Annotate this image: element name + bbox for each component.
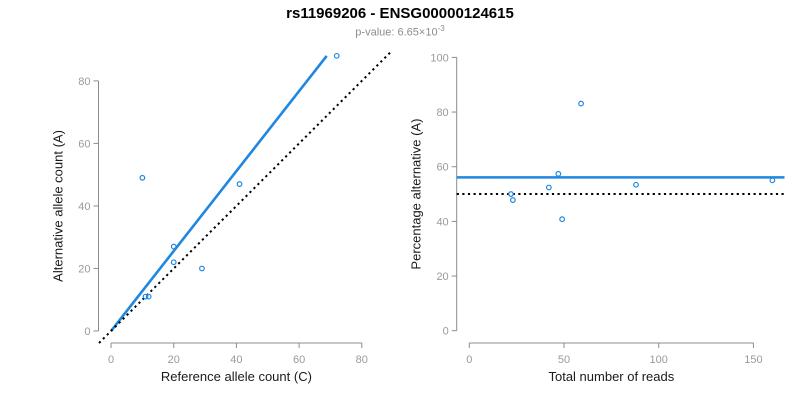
y-tick-label: 60 — [436, 162, 448, 174]
pvalue-text: p-value: 6.65×10 — [355, 26, 438, 39]
y-tick-label: 40 — [78, 201, 90, 213]
x-axis-title: Reference allele count (C) — [161, 369, 312, 384]
y-tick-label: 80 — [436, 107, 448, 119]
data-point — [142, 293, 149, 300]
identity-line — [98, 52, 391, 344]
data-point — [145, 293, 152, 300]
y-tick-label: 0 — [84, 326, 90, 338]
x-tick-label: 20 — [168, 354, 180, 366]
x-tick-label: 60 — [293, 354, 305, 366]
data-point — [170, 259, 177, 266]
data-point — [170, 243, 177, 250]
data-point — [139, 174, 146, 181]
y-tick-label: 100 — [430, 52, 448, 64]
data-point — [559, 216, 566, 223]
x-tick-label: 100 — [650, 354, 668, 366]
x-tick-label: 0 — [108, 354, 114, 366]
x-tick-label: 40 — [230, 354, 242, 366]
fit-line — [110, 55, 328, 332]
y-tick-label: 60 — [78, 138, 90, 150]
y-tick-label: 40 — [436, 216, 448, 228]
x-tick-label: 50 — [558, 354, 570, 366]
y-tick-label: 20 — [436, 271, 448, 283]
data-point — [236, 181, 243, 187]
y-axis-title: Percentage alternative (A) — [409, 119, 424, 270]
data-point — [769, 177, 776, 184]
x-tick-label: 80 — [356, 354, 368, 366]
y-tick-label: 0 — [443, 326, 449, 338]
data-point — [578, 100, 584, 107]
data-point — [509, 197, 516, 203]
x-axis-title: Total number of reads — [548, 369, 674, 384]
right-scatter-plot: 0 50 100 150 Total number of reads 0 20 40 60 80 1… — [409, 52, 785, 384]
data-point — [508, 191, 514, 197]
x-tick-label: 0 — [466, 354, 472, 366]
x-tick-label: 150 — [744, 354, 762, 366]
y-tick-label: 80 — [78, 76, 90, 88]
data-point — [555, 170, 562, 177]
data-point — [545, 184, 552, 191]
data-point — [633, 181, 639, 188]
plot-subtitle: p-value: 6.65×10-3 — [0, 24, 800, 39]
left-scatter-plot: 0 20 40 60 80 Reference allele count (C) 0 20 40… — [51, 52, 391, 384]
data-point — [199, 265, 205, 272]
y-axis-title: Alternative allele count (A) — [51, 130, 66, 282]
data-point — [333, 52, 340, 59]
plot-title: rs11969206 - ENSG00000124615 — [286, 5, 514, 22]
y-tick-label: 20 — [78, 263, 90, 275]
pvalue-exponent: -3 — [437, 24, 445, 33]
